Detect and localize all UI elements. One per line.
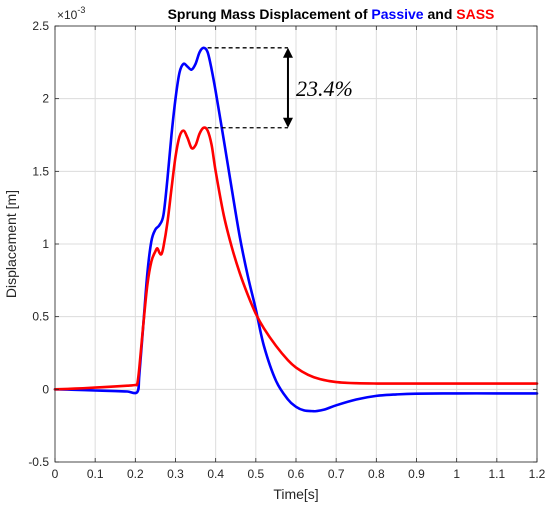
y-tick-label: 0.5 [32, 310, 49, 324]
annotation-arrowhead-down [282, 117, 293, 128]
title-part-2: and [424, 6, 457, 22]
x-tick-label: 0.8 [368, 467, 385, 481]
x-tick-label: 0.9 [408, 467, 425, 481]
series-layer [53, 46, 539, 413]
x-tick-label: 0.1 [87, 467, 104, 481]
title-part-1: Passive [371, 6, 423, 22]
x-tick-label: 0.5 [247, 467, 264, 481]
chart-title: Sprung Mass Displacement of Passive and … [168, 6, 495, 22]
annotation-arrowhead-up [282, 47, 293, 58]
x-tick-label: 0 [52, 467, 59, 481]
series-line-red [53, 126, 539, 391]
x-axis-label: Time[s] [273, 486, 318, 502]
y-tick-label: 0 [42, 382, 49, 396]
annotation-layer: 23.4% [207, 47, 353, 129]
x-tick-label: 1.1 [488, 467, 505, 481]
y-tick-label: 2 [42, 92, 49, 106]
x-tick-label: 0.4 [207, 467, 224, 481]
x-tick-label: 0.3 [167, 467, 184, 481]
title-part-0: Sprung Mass Displacement of [168, 6, 372, 22]
y-tick-label: 1 [42, 237, 49, 251]
y-exponent-power: -3 [77, 5, 85, 15]
title-part-3: SASS [456, 6, 494, 22]
x-tick-label: 1 [453, 467, 460, 481]
y-axis-label: Displacement [m] [3, 190, 19, 298]
y-tick-label: 1.5 [32, 164, 49, 178]
x-tick-label: 1.2 [529, 467, 546, 481]
y-exponent-label: ×10-3 [57, 5, 85, 22]
x-tick-label: 0.2 [127, 467, 144, 481]
x-tick-label: 0.6 [288, 467, 305, 481]
y-tick-label: -0.5 [28, 455, 49, 469]
x-tick-label: 0.7 [328, 467, 345, 481]
annotation-label: 23.4% [296, 76, 353, 101]
tick-labels: 0 0.1 0.2 0.3 0.4 0.5 0.6 0.7 0.8 0.9 1 1.1 1.2-0.50… [28, 19, 545, 481]
y-tick-label: 2.5 [32, 19, 49, 33]
